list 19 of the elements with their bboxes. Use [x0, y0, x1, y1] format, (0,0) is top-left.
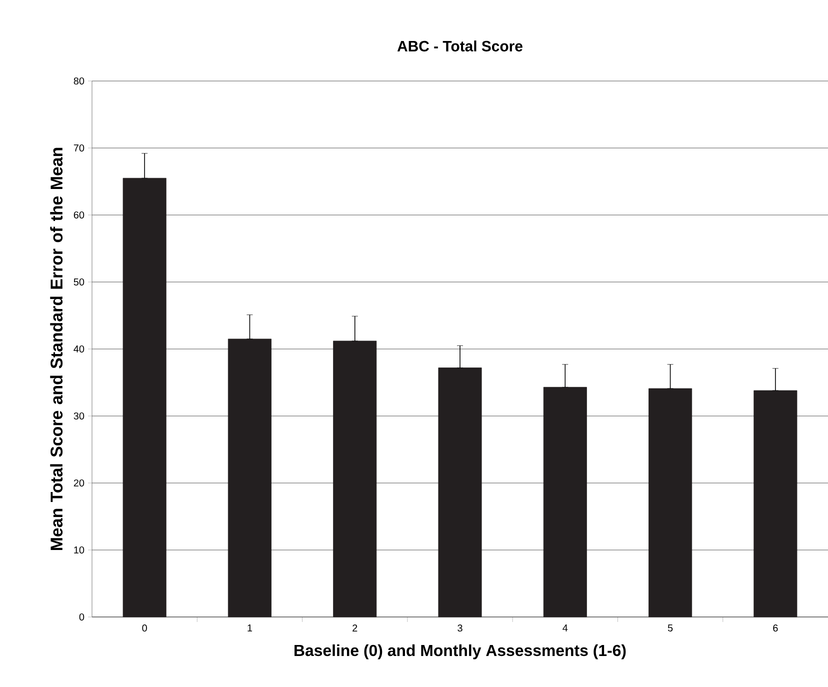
y-tick-label: 50: [74, 278, 84, 286]
x-tick-label: 0: [142, 624, 147, 632]
x-tick-label: 1: [248, 624, 252, 632]
y-tick-label: 40: [74, 345, 84, 353]
y-tick-label: 70: [74, 144, 84, 152]
x-tick-label: 3: [458, 624, 462, 632]
x-tick-label: 5: [668, 624, 673, 632]
x-axis-title: Baseline (0) and Monthly Assessments (1-6): [294, 644, 626, 660]
chart-title: ABC - Total Score: [397, 40, 522, 52]
y-tick-label: 80: [74, 77, 84, 85]
y-tick-label: 60: [74, 211, 84, 219]
y-axis-title: Mean Total Score and Standard Error of the Mean: [50, 148, 63, 550]
x-tick-label: 4: [562, 624, 568, 632]
y-tick-label: 30: [74, 412, 84, 420]
x-tick-label: 6: [773, 624, 778, 632]
y-tick-label: 20: [74, 479, 84, 487]
x-tick-label: 2: [352, 624, 358, 632]
y-tick-label: 10: [74, 546, 84, 554]
y-tick-label: 0: [79, 613, 84, 621]
